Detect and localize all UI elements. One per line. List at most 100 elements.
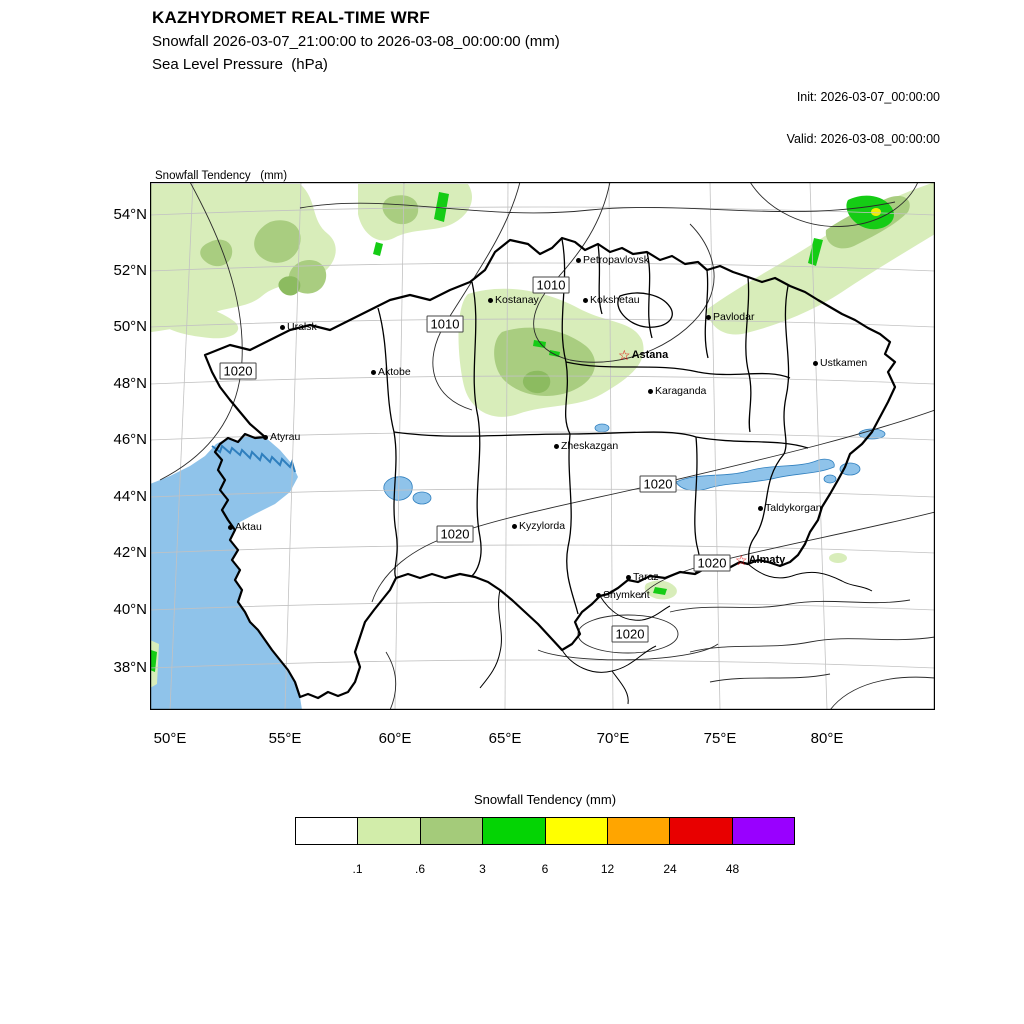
city-dot-icon — [263, 434, 268, 440]
page-title: KAZHYDROMET REAL-TIME WRF — [152, 8, 430, 27]
map-svg — [150, 182, 935, 710]
city-atyrau: Atyrau — [263, 431, 300, 443]
lon-tick-label: 55°E — [268, 730, 302, 747]
colorbar-cell — [669, 818, 732, 844]
aral-sea-east — [412, 491, 432, 505]
city-petropavlovsk: Petropavlovsk — [576, 254, 649, 266]
lon-tick-label: 75°E — [703, 730, 737, 747]
caspian-sea — [150, 434, 302, 710]
lon-tick-label: 80°E — [810, 730, 844, 747]
lon-tick-label: 70°E — [596, 730, 630, 747]
city-label: Kostanay — [495, 294, 539, 306]
city-dot-icon — [648, 388, 653, 394]
colorbar-cell — [731, 818, 794, 844]
city-dot-icon — [626, 574, 631, 580]
city-dot-icon — [228, 524, 233, 530]
city-pavlodar: Pavlodar — [706, 311, 754, 323]
city-label: Aktau — [235, 521, 262, 533]
colorbar-cell — [482, 818, 545, 844]
pressure-contour-label: 1020 — [611, 625, 649, 643]
city-dot-icon — [488, 297, 493, 303]
lat-tick-label: 50°N — [113, 318, 147, 335]
city-ustkamen: Ustkamen — [813, 357, 867, 369]
map-panel: Petropavlovsk Kostanay Kokshetau Pavlodar Ur… — [150, 182, 935, 710]
city-label: Uralsk — [287, 321, 317, 333]
city-almaty: ☆ Almaty — [735, 552, 786, 568]
colorbar-tick-label: .1 — [352, 862, 363, 876]
city-aktobe: Aktobe — [371, 366, 411, 378]
run-info: Init: 2026-03-07_00:00:00 Valid: 2026-03… — [787, 62, 940, 174]
lon-tick-label: 60°E — [378, 730, 412, 747]
city-label: Taldykorgan — [765, 502, 822, 514]
oblast-borders — [377, 238, 809, 615]
colorbar-cell — [606, 818, 670, 844]
city-kyzylorda: Kyzylorda — [512, 520, 565, 532]
snowfall-shading — [150, 182, 935, 688]
colorbar-cell — [544, 818, 607, 844]
map-frame — [150, 182, 935, 710]
valid-time: Valid: 2026-03-08_00:00:00 — [786, 132, 940, 146]
city-dot-icon — [758, 505, 763, 511]
pressure-contour-label: 1020 — [219, 362, 257, 380]
city-label: Ustkamen — [820, 357, 868, 369]
city-label: Kokshetau — [590, 294, 640, 306]
colorbar-cell — [296, 818, 358, 844]
colorbar-tick-label: 24 — [663, 862, 677, 876]
city-dot-icon — [280, 324, 285, 330]
kazakhstan-border — [203, 236, 897, 700]
city-dot-icon — [813, 360, 818, 366]
colorbar-tick-label: 12 — [600, 862, 615, 876]
colorbar-tick-label: .6 — [414, 862, 426, 876]
lat-tick-label: 38°N — [113, 659, 147, 676]
caspian-ne-coast-zigzag — [211, 444, 296, 473]
init-time: Init: 2026-03-07_00:00:00 — [796, 90, 940, 104]
city-dot-icon — [576, 257, 581, 263]
lat-tick-label: 44°N — [113, 488, 147, 505]
city-dot-icon — [512, 523, 517, 529]
city-dot-icon — [596, 592, 601, 598]
neighbor-borders — [479, 563, 873, 705]
lat-tick-label: 40°N — [113, 601, 147, 618]
colorbar-ticks: .1 .6 3 6 12 24 48 — [295, 862, 795, 878]
city-label: Zheskazgan — [561, 440, 619, 452]
city-label: Kyzylorda — [519, 520, 566, 532]
city-aktau: Aktau — [228, 521, 262, 533]
city-label: Aktobe — [378, 366, 411, 378]
lat-tick-label: 46°N — [113, 431, 147, 448]
lat-tick-label: 48°N — [113, 375, 147, 392]
colorbar-title: Snowfall Tendency (mm) — [473, 792, 617, 807]
city-zheskazgan: Zheskazgan — [554, 440, 618, 452]
city-taraz: Taraz — [626, 571, 659, 583]
inset-legend-snowfall: Snowfall Tendency (mm) — [155, 170, 288, 182]
pressure-contour-label: 1010 — [532, 276, 570, 294]
lake-sasykkol — [823, 474, 837, 484]
capital-star-icon: ☆ — [735, 552, 748, 568]
capital-star-icon: ☆ — [618, 347, 631, 363]
city-kostanay: Kostanay — [488, 294, 539, 306]
colorbar-cell — [419, 818, 483, 844]
city-label: Petropavlovsk — [583, 254, 649, 266]
city-label: Taraz — [633, 571, 659, 583]
city-taldykorgan: Taldykorgan — [758, 502, 822, 514]
city-label: Karaganda — [655, 385, 707, 397]
colorbar-cell — [357, 818, 420, 844]
pressure-contour-label: 1020 — [693, 554, 731, 572]
city-label: Atyrau — [270, 431, 301, 443]
city-dot-icon — [583, 297, 588, 303]
city-astana: ☆ Astana — [618, 347, 668, 363]
colorbar-tick-label: 6 — [541, 862, 549, 876]
page-subtitle-snowfall: Snowfall 2026-03-07_21:00:00 to 2026-03-… — [152, 33, 560, 50]
lon-tick-label: 65°E — [488, 730, 522, 747]
city-label: Almaty — [748, 554, 786, 566]
pressure-contour-label: 1020 — [436, 525, 474, 543]
city-kokshetau: Kokshetau — [583, 294, 640, 306]
city-label: Shymkent — [603, 589, 650, 601]
city-uralsk: Uralsk — [280, 321, 317, 333]
lat-tick-label: 42°N — [113, 544, 147, 561]
colorbar-swatches — [295, 817, 795, 845]
colorbar-tick-label: 3 — [479, 862, 486, 876]
aral-sea — [383, 476, 413, 501]
city-dot-icon — [706, 314, 711, 320]
city-shymkent: Shymkent — [596, 589, 650, 601]
lat-tick-label: 52°N — [113, 262, 147, 279]
